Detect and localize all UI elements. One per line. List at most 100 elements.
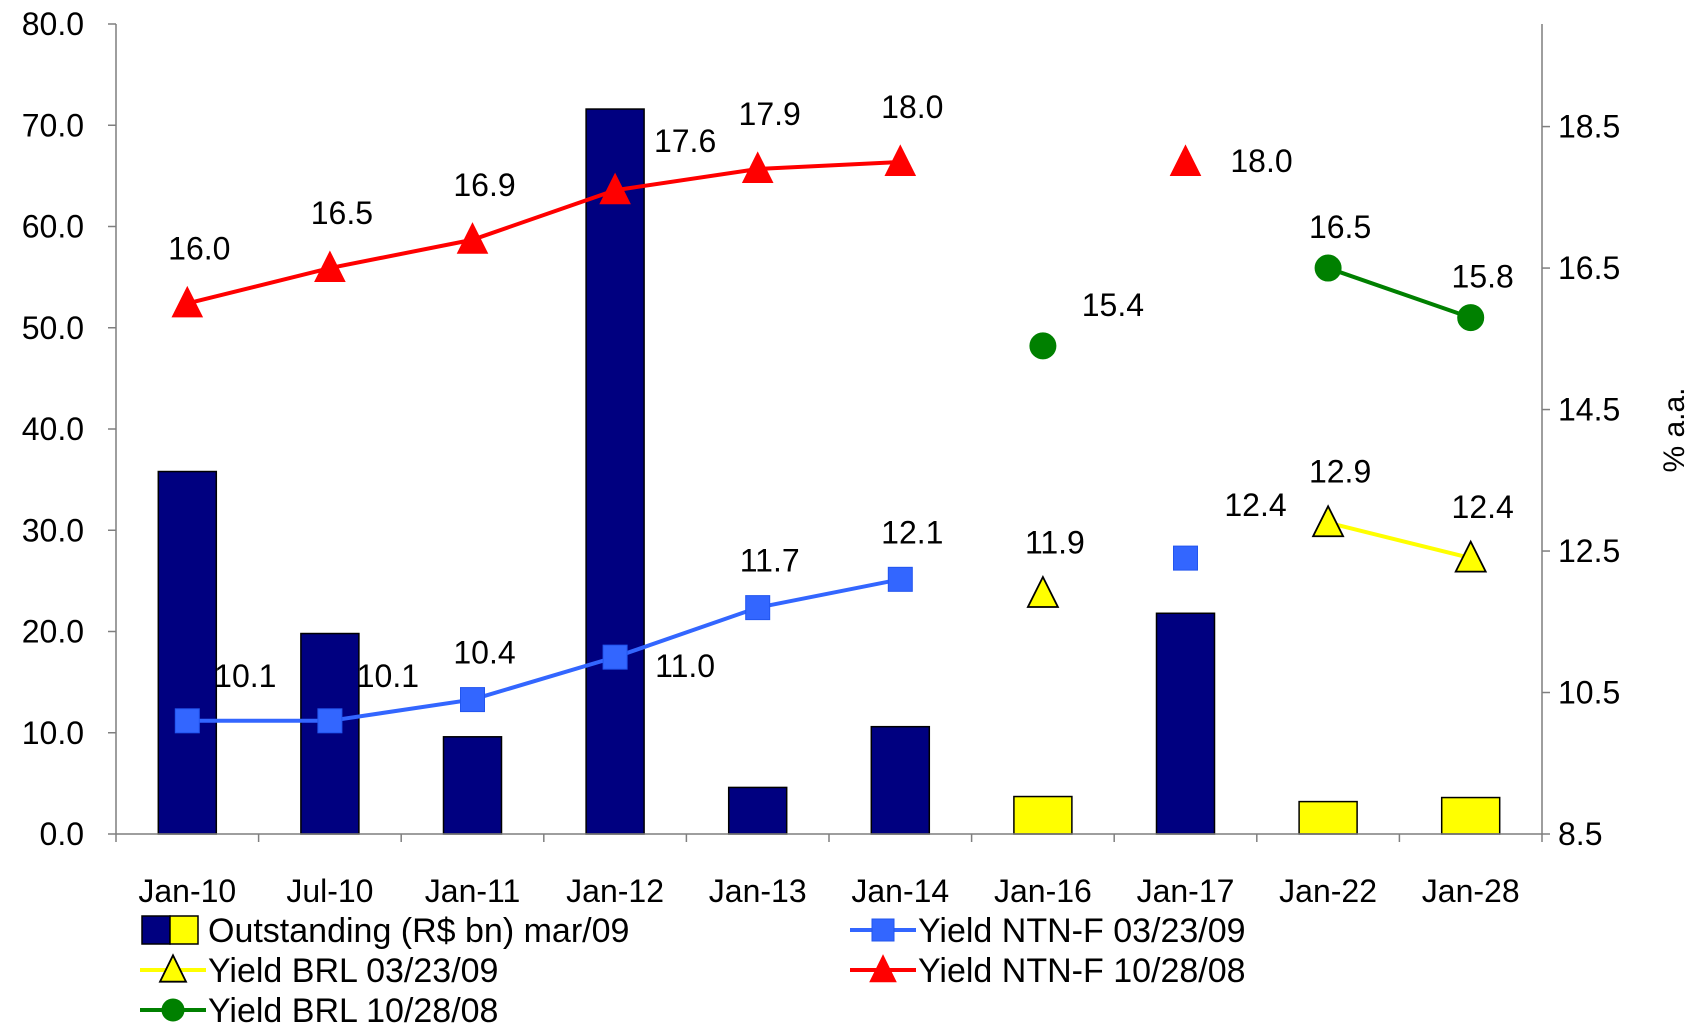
legend-swatch-navy (141, 915, 171, 945)
marker-yield-brl-03-23-09 (1454, 539, 1488, 573)
bar-jan-17 (1155, 612, 1216, 835)
legend-label: Outstanding (R$ bn) mar/09 (208, 912, 629, 950)
x-tick-label: Jan-12 (566, 873, 664, 909)
data-label-yield-brl-10-28-08: 15.4 (1082, 287, 1144, 323)
data-label-yield-brl-10-28-08: 16.5 (1309, 209, 1371, 245)
bar-jan-28 (1440, 796, 1501, 835)
data-label-yield-ntn-f-10-28-08: 17.9 (739, 96, 801, 132)
legend-label: Yield BRL 10/28/08 (208, 992, 498, 1030)
legend-label: Yield NTN-F 03/23/09 (918, 912, 1246, 950)
legend-label: Yield NTN-F 10/28/08 (918, 952, 1246, 990)
lines-layer (171, 144, 1488, 734)
data-label-yield-ntn-f-10-28-08: 18.0 (881, 89, 943, 125)
marker-yield-ntn-f-10-28-08 (599, 172, 631, 205)
data-label-yield-ntn-f-10-28-08: 16.9 (453, 167, 515, 203)
x-tick-label: Jan-17 (1137, 873, 1235, 909)
data-label-yield-ntn-f-03-23-09: 11.0 (655, 648, 715, 684)
marker-yield-ntn-f-10-28-08 (1169, 144, 1202, 176)
data-label-yield-ntn-f-03-23-09: 12.4 (1224, 487, 1286, 523)
marker-yield-ntn-f-10-28-08 (314, 250, 346, 283)
marker-yield-ntn-f-03-23-09 (174, 708, 200, 734)
left-tick-label: 80.0 (22, 6, 84, 42)
data-label-yield-ntn-f-03-23-09: 12.1 (881, 514, 943, 550)
right-tick-label: 10.5 (1558, 675, 1620, 711)
marker-yield-ntn-f-10-28-08 (171, 285, 204, 318)
legend-swatch-yellow (169, 915, 199, 945)
left-tick-label: 20.0 (22, 614, 84, 650)
marker-yield-ntn-f-03-23-09 (745, 595, 771, 621)
data-label-yield-ntn-f-10-28-08: 16.5 (311, 195, 373, 231)
legend: Outstanding (R$ bn) mar/09 Yield NTN-F 03… (140, 912, 1246, 1030)
right-tick-label: 14.5 (1558, 392, 1620, 428)
marker-yield-brl-03-23-09 (1026, 574, 1060, 608)
legend-entry: Yield BRL 10/28/08 (140, 992, 498, 1030)
right-tick-label: 12.5 (1558, 533, 1620, 569)
marker-yield-ntn-f-03-23-09 (887, 566, 913, 592)
right-axis-title: % a.a. (1658, 387, 1691, 472)
legend-label: Yield BRL 03/23/09 (208, 952, 498, 990)
legend-marker (869, 954, 897, 983)
series-line-yield-brl-03-23-09 (1327, 520, 1472, 561)
data-label-yield-ntn-f-03-23-09: 10.4 (453, 635, 515, 671)
bars-layer (157, 108, 1501, 835)
marker-yield-ntn-f-10-28-08 (456, 222, 489, 254)
left-tick-label: 60.0 (22, 209, 84, 245)
left-tick-label: 0.0 (40, 816, 84, 852)
marker-yield-brl-03-23-09 (1311, 504, 1345, 538)
axes-layer: 0.0 10.0 20.0 30.0 40.0 50.0 60.0 70.0 80.0 8.5 10… (22, 6, 1691, 909)
bar-jan-16 (1013, 795, 1073, 835)
left-tick-label: 10.0 (22, 715, 84, 751)
data-label-yield-ntn-f-10-28-08: 17.6 (654, 123, 716, 159)
series-line-yield-ntn-f-03-23-09 (187, 577, 901, 723)
legend-marker (871, 918, 895, 942)
marker-yield-ntn-f-03-23-09 (1173, 545, 1198, 571)
bar-jul-10 (300, 632, 360, 835)
bar-jan-14 (870, 725, 931, 835)
bar-jan-10 (157, 470, 218, 835)
x-tick-label: Jan-14 (851, 873, 949, 909)
legend-entry: Yield NTN-F 10/28/08 (850, 952, 1246, 990)
marker-yield-ntn-f-03-23-09 (460, 687, 485, 713)
data-label-yield-ntn-f-03-23-09: 11.7 (740, 543, 800, 579)
left-tick-label: 40.0 (22, 411, 84, 447)
bar-jan-22 (1298, 800, 1358, 835)
x-tick-label: Jan-11 (425, 873, 520, 909)
data-label-yield-ntn-f-10-28-08: 16.0 (168, 230, 230, 266)
legend-entry: Outstanding (R$ bn) mar/09 (141, 912, 629, 950)
marker-yield-brl-10-28-08 (1029, 332, 1057, 360)
x-tick-label: Jan-28 (1422, 873, 1520, 909)
data-label-yield-brl-03-23-09: 12.4 (1452, 489, 1514, 525)
data-label-yield-brl-03-23-09: 11.9 (1025, 524, 1085, 560)
legend-entry: Yield BRL 03/23/09 (140, 952, 498, 990)
legend-marker (161, 998, 185, 1022)
marker-yield-brl-10-28-08 (1314, 254, 1342, 282)
x-tick-label: Jan-13 (709, 873, 807, 909)
legend-entry: Yield NTN-F 03/23/09 (850, 912, 1246, 950)
marker-yield-ntn-f-10-28-08 (741, 151, 774, 184)
data-label-yield-ntn-f-03-23-09: 10.1 (214, 658, 276, 694)
right-tick-label: 16.5 (1558, 250, 1620, 286)
series-line-yield-brl-10-28-08 (1327, 266, 1472, 320)
right-tick-label: 8.5 (1558, 816, 1602, 852)
data-label-yield-ntn-f-10-28-08: 18.0 (1230, 143, 1292, 179)
marker-yield-brl-10-28-08 (1457, 304, 1485, 332)
data-labels-layer: 10.1 10.1 10.4 11.0 11.7 12.1 12.4 11.9 12.9 12.4… (168, 89, 1514, 694)
x-tick-label: Jul-10 (286, 873, 373, 909)
left-tick-label: 30.0 (22, 512, 84, 548)
bar-jan-13 (727, 786, 788, 835)
marker-yield-ntn-f-03-23-09 (317, 708, 343, 734)
x-tick-label: Jan-10 (138, 873, 236, 909)
marker-yield-ntn-f-03-23-09 (602, 644, 628, 670)
data-label-yield-ntn-f-03-23-09: 10.1 (357, 658, 419, 694)
x-tick-label: Jan-16 (994, 873, 1092, 909)
x-tick-label: Jan-22 (1279, 873, 1377, 909)
marker-yield-ntn-f-10-28-08 (884, 144, 917, 176)
bar-jan-12 (585, 108, 645, 835)
bar-jan-11 (442, 736, 503, 835)
series-line-yield-ntn-f-10-28-08 (186, 159, 901, 306)
legend-marker (158, 953, 188, 983)
data-label-yield-brl-03-23-09: 12.9 (1309, 454, 1371, 490)
data-label-yield-brl-10-28-08: 15.8 (1452, 259, 1514, 295)
left-tick-label: 50.0 (22, 310, 84, 346)
